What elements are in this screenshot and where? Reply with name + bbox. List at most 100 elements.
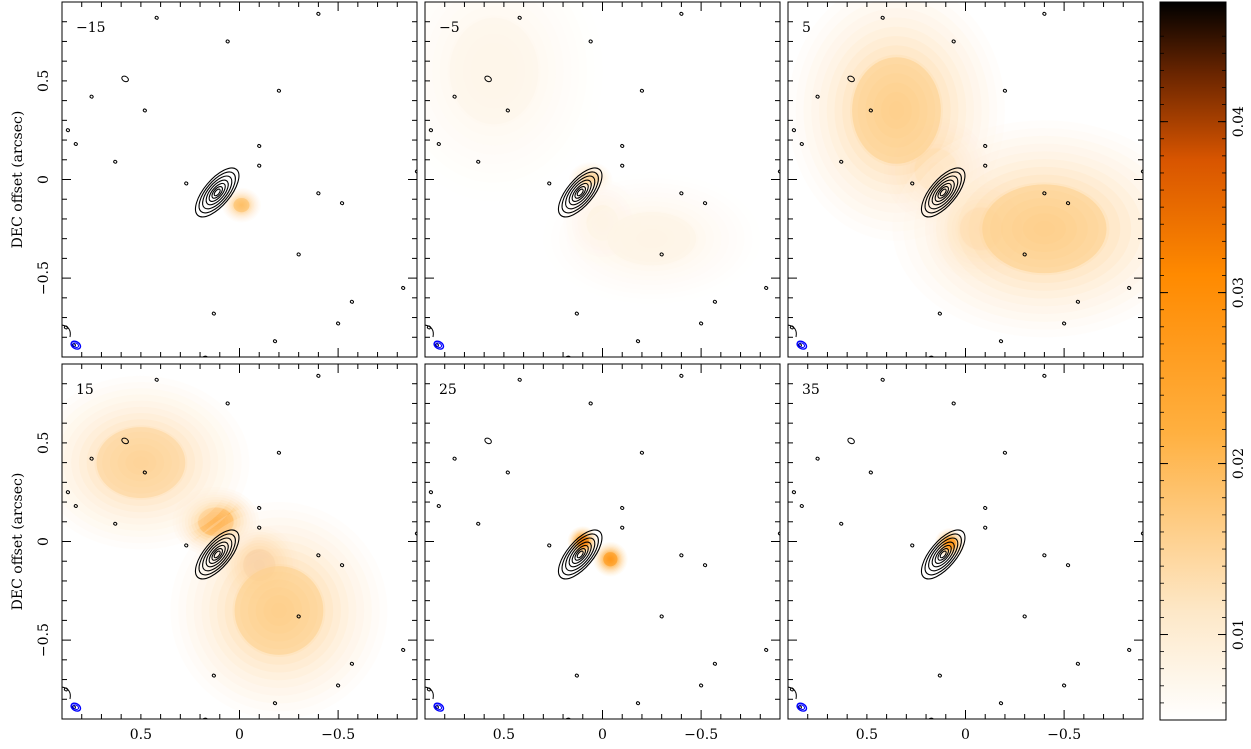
beam-ellipse bbox=[798, 342, 806, 348]
edge-contour bbox=[787, 324, 797, 338]
noise-contour bbox=[340, 201, 345, 206]
noise-contour bbox=[401, 648, 406, 652]
axis-ticks bbox=[787, 363, 1144, 720]
contour-level bbox=[557, 167, 603, 218]
noise-contour bbox=[1066, 201, 1071, 206]
noise-contour bbox=[679, 373, 684, 378]
noise-contour bbox=[1140, 169, 1143, 174]
channel-panel: −5 bbox=[424, 1, 781, 358]
contour-level bbox=[198, 171, 236, 214]
channel-panel: 5 bbox=[787, 1, 1144, 358]
axis-ticks bbox=[424, 363, 781, 720]
noise-contour bbox=[937, 673, 942, 678]
noise-contour bbox=[777, 169, 780, 174]
x-tick-label: 0 bbox=[598, 727, 607, 743]
noise-contour bbox=[154, 377, 159, 382]
channel-panel: 15 0.5 0 −0.5 0.5 0 −0.5 bbox=[36, 363, 418, 743]
noise-contour bbox=[1002, 450, 1007, 455]
noise-contour bbox=[1042, 191, 1047, 196]
emission-peak bbox=[96, 427, 186, 499]
contour-level bbox=[208, 544, 226, 564]
noise-contour bbox=[65, 128, 70, 133]
velocity-label: 5 bbox=[802, 20, 811, 36]
panel-background bbox=[788, 2, 1143, 357]
velocity-label: −5 bbox=[439, 20, 460, 36]
noise-contour bbox=[436, 504, 441, 508]
contour-level bbox=[565, 537, 596, 572]
noise-contour bbox=[272, 339, 278, 344]
noise-contour bbox=[699, 683, 704, 688]
edge-contour bbox=[424, 324, 434, 338]
noise-contour bbox=[257, 525, 262, 530]
noise-contour bbox=[89, 456, 94, 461]
axis-titles: DEC offset (arcsec) DEC offset (arcsec) bbox=[10, 111, 26, 611]
contour-level bbox=[568, 541, 592, 568]
noise-contour bbox=[791, 490, 796, 495]
x-tick-label: 0.5 bbox=[856, 727, 878, 743]
contour-level bbox=[557, 529, 603, 580]
noise-contour bbox=[257, 506, 262, 510]
edge-contour bbox=[787, 686, 797, 700]
noise-contour bbox=[142, 108, 147, 113]
y-tick-label: 0.5 bbox=[36, 432, 52, 454]
noise-contour bbox=[276, 88, 281, 93]
noise-contour bbox=[316, 553, 321, 558]
contour-level bbox=[937, 186, 949, 199]
colorbar-tick-label: 0.01 bbox=[1231, 619, 1247, 650]
noise-contour bbox=[847, 437, 855, 445]
noise-contour bbox=[1140, 531, 1143, 536]
noise-contour bbox=[316, 373, 321, 378]
noise-contour bbox=[484, 437, 492, 445]
x-tick-label: −0.5 bbox=[1047, 727, 1081, 743]
velocity-label: 15 bbox=[76, 382, 94, 398]
continuum-contours bbox=[920, 167, 966, 218]
noise-contour bbox=[505, 108, 510, 113]
colorbar-tick-label: 0.02 bbox=[1231, 448, 1247, 479]
noise-contour bbox=[574, 311, 579, 316]
noise-contour bbox=[184, 543, 189, 548]
noise-contour bbox=[1066, 563, 1071, 568]
noise-contour bbox=[184, 181, 189, 186]
panel-background bbox=[62, 2, 417, 357]
contour-level bbox=[213, 188, 221, 197]
noise-contour bbox=[1075, 299, 1080, 304]
contour-level bbox=[920, 529, 966, 580]
noise-contour bbox=[574, 673, 579, 678]
noise-contour bbox=[815, 456, 820, 461]
emission-map bbox=[425, 2, 761, 304]
contour-level bbox=[565, 175, 596, 210]
emission-peak bbox=[233, 198, 250, 213]
velocity-label: 35 bbox=[802, 382, 820, 398]
channel-panels: −15 0.5 0 −0.5 −5 5 15 0.5 0 −0.5 0.5 0 −0.5 25 0.5 0 −0… bbox=[36, 1, 1144, 743]
beam-ellipse bbox=[70, 340, 82, 350]
noise-contour bbox=[1127, 648, 1132, 652]
noise-contour bbox=[65, 490, 70, 495]
noise-contour bbox=[659, 614, 664, 619]
emission-map bbox=[788, 2, 1143, 338]
emission-peak bbox=[982, 184, 1107, 274]
noise-contour bbox=[1075, 661, 1080, 666]
contour-level bbox=[194, 167, 240, 218]
x-tick-label: 0 bbox=[235, 727, 244, 743]
y-tick-label: −0.5 bbox=[36, 261, 52, 295]
beam-ellipse bbox=[796, 702, 808, 712]
emission-peak bbox=[198, 507, 234, 536]
noise-contour bbox=[937, 311, 942, 316]
noise-contour bbox=[1042, 553, 1047, 558]
contour-level bbox=[198, 533, 236, 576]
beam-ellipse bbox=[798, 704, 806, 710]
noise-contour bbox=[401, 286, 406, 290]
noise-contour bbox=[910, 181, 915, 186]
y-tick-label: −0.5 bbox=[36, 623, 52, 657]
noise-contour bbox=[452, 456, 457, 461]
beam-ellipse bbox=[433, 702, 445, 712]
noise-contour bbox=[154, 15, 159, 20]
noise-contour bbox=[799, 142, 804, 146]
noise-contour bbox=[1127, 286, 1132, 290]
noise-contour bbox=[635, 339, 641, 344]
contour-level bbox=[934, 182, 952, 202]
noise-contour bbox=[868, 470, 873, 475]
noise-contour bbox=[764, 648, 769, 652]
noise-contour bbox=[699, 321, 704, 326]
noise-contour bbox=[679, 553, 684, 558]
